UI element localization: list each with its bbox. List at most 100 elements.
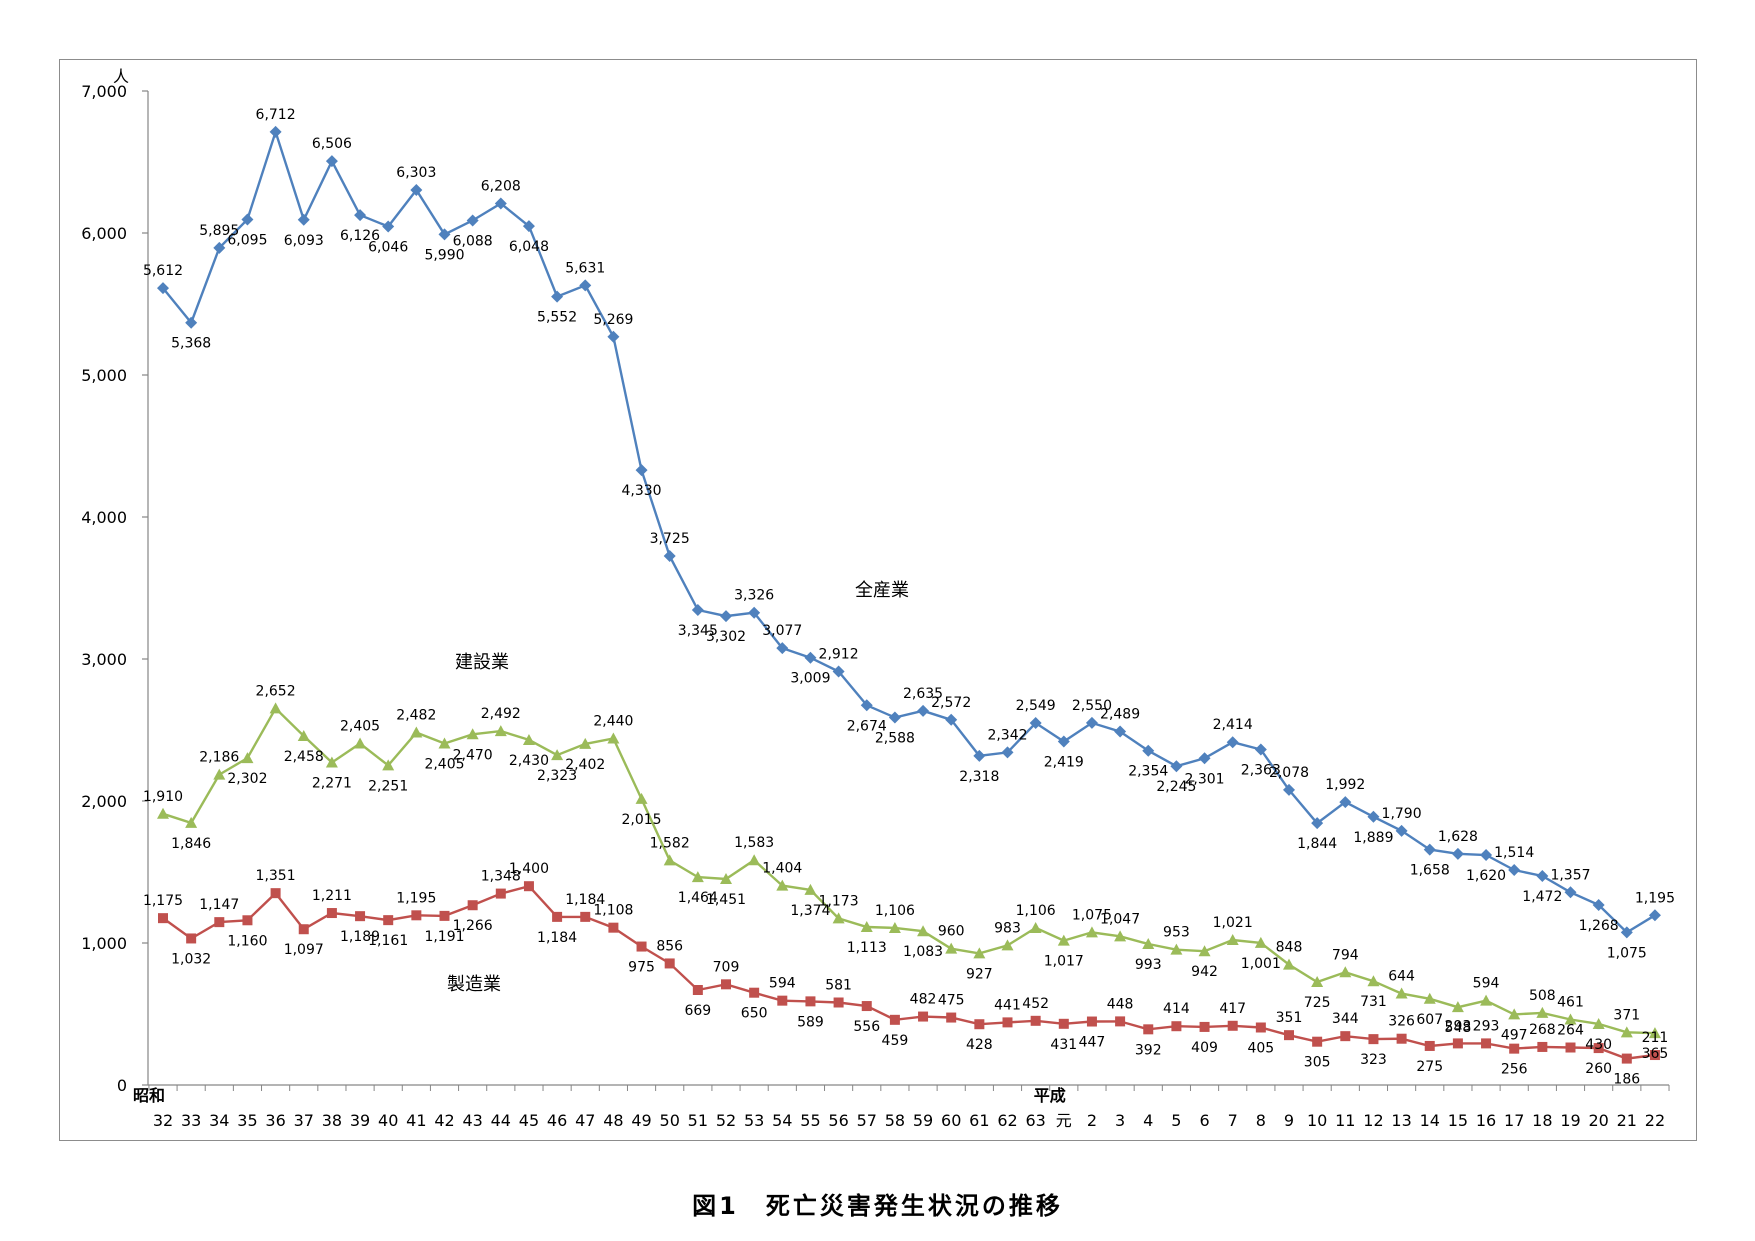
data-point bbox=[832, 912, 845, 924]
y-tick-label: 1,000 bbox=[81, 934, 127, 953]
data-label: 856 bbox=[656, 938, 683, 954]
data-label: 1,992 bbox=[1325, 777, 1365, 793]
x-tick-label: 40 bbox=[378, 1111, 398, 1130]
data-label: 607 bbox=[1416, 1012, 1443, 1028]
x-tick-label: 3 bbox=[1115, 1111, 1125, 1130]
data-label: 1,514 bbox=[1494, 845, 1534, 861]
data-label: 2,674 bbox=[847, 718, 887, 734]
data-point bbox=[692, 985, 703, 996]
data-point bbox=[607, 732, 620, 744]
data-label: 409 bbox=[1191, 1040, 1218, 1056]
data-label: 2,302 bbox=[227, 771, 267, 787]
data-label: 441 bbox=[994, 997, 1021, 1013]
data-label: 1,400 bbox=[509, 861, 549, 877]
x-tick-label: 59 bbox=[913, 1111, 933, 1130]
data-point bbox=[1311, 817, 1324, 830]
data-point bbox=[495, 888, 506, 899]
y-tick-label: 7,000 bbox=[81, 82, 127, 101]
y-tick-label: 6,000 bbox=[81, 224, 127, 243]
data-point bbox=[270, 888, 281, 899]
data-label: 260 bbox=[1585, 1061, 1612, 1077]
data-label: 6,712 bbox=[256, 107, 296, 123]
data-label: 2,550 bbox=[1072, 698, 1112, 714]
x-tick-label: 48 bbox=[603, 1111, 623, 1130]
data-point bbox=[523, 881, 534, 892]
data-label: 448 bbox=[1107, 996, 1134, 1012]
data-label: 2,572 bbox=[931, 695, 971, 711]
x-tick-label: 5 bbox=[1171, 1111, 1181, 1130]
data-point bbox=[382, 220, 395, 233]
data-point bbox=[1198, 752, 1211, 765]
data-point bbox=[608, 922, 619, 933]
data-label: 1,658 bbox=[1410, 863, 1450, 879]
x-tick-label: 43 bbox=[462, 1111, 482, 1130]
data-point bbox=[1423, 843, 1436, 856]
data-point bbox=[691, 604, 704, 617]
data-label: 6,208 bbox=[481, 178, 521, 194]
data-point bbox=[1480, 848, 1493, 861]
data-label: 848 bbox=[1276, 940, 1303, 956]
y-tick-label: 3,000 bbox=[81, 650, 127, 669]
data-label: 6,126 bbox=[340, 228, 380, 244]
data-point bbox=[326, 908, 337, 919]
data-label: 405 bbox=[1247, 1040, 1274, 1056]
data-point bbox=[918, 1011, 929, 1022]
data-label: 1,268 bbox=[1579, 918, 1619, 934]
data-point bbox=[1648, 909, 1661, 922]
data-point bbox=[1085, 716, 1098, 729]
data-label: 1,147 bbox=[199, 897, 239, 913]
era-label: 平成 bbox=[1034, 1086, 1066, 1105]
data-label: 264 bbox=[1557, 1023, 1584, 1039]
data-label: 1,083 bbox=[903, 944, 943, 960]
data-label: 594 bbox=[769, 976, 796, 992]
data-label: 2,402 bbox=[565, 757, 605, 773]
data-label: 2,363 bbox=[1241, 762, 1281, 778]
data-point bbox=[1396, 1033, 1407, 1044]
data-point bbox=[1311, 976, 1324, 988]
data-label: 725 bbox=[1304, 995, 1331, 1011]
data-point bbox=[1339, 796, 1352, 809]
data-label: 3,326 bbox=[734, 588, 774, 604]
data-point bbox=[580, 911, 591, 922]
data-point bbox=[1509, 1043, 1520, 1054]
data-point bbox=[1620, 926, 1633, 939]
data-point bbox=[214, 917, 225, 928]
data-label: 1,113 bbox=[847, 940, 887, 956]
x-tick-label: 7 bbox=[1228, 1111, 1238, 1130]
data-label: 5,612 bbox=[143, 263, 183, 279]
data-point bbox=[720, 872, 732, 884]
data-point bbox=[1649, 1050, 1660, 1061]
data-label: 1,108 bbox=[593, 903, 633, 919]
data-label: 1,191 bbox=[424, 929, 464, 945]
y-axis-unit: 人 bbox=[113, 67, 129, 86]
data-point bbox=[974, 1019, 985, 1030]
data-point bbox=[438, 737, 451, 749]
data-point bbox=[354, 737, 367, 749]
x-tick-label: 32 bbox=[153, 1111, 173, 1130]
data-point bbox=[1058, 1018, 1069, 1029]
data-label: 1,357 bbox=[1550, 867, 1590, 883]
data-label: 709 bbox=[713, 959, 740, 975]
data-label: 293 bbox=[1473, 1018, 1500, 1034]
data-point bbox=[1648, 1027, 1661, 1039]
data-point bbox=[1057, 934, 1070, 946]
data-label: 6,046 bbox=[368, 239, 408, 255]
data-point bbox=[1367, 975, 1380, 987]
data-label: 1,106 bbox=[1016, 903, 1056, 919]
y-tick-label: 4,000 bbox=[81, 508, 127, 527]
data-label: 482 bbox=[910, 992, 937, 1008]
data-label: 6,088 bbox=[453, 234, 493, 250]
data-label: 594 bbox=[1473, 976, 1500, 992]
series-line bbox=[162, 127, 1656, 934]
data-label: 1,583 bbox=[734, 835, 774, 851]
x-tick-label: 12 bbox=[1363, 1111, 1383, 1130]
data-point bbox=[691, 871, 704, 883]
data-point bbox=[888, 921, 901, 933]
data-label: 1,160 bbox=[227, 933, 267, 949]
data-label: 2,458 bbox=[284, 749, 324, 765]
data-label: 211 bbox=[1642, 1030, 1669, 1046]
data-point bbox=[494, 197, 507, 210]
data-label: 2,342 bbox=[987, 727, 1027, 743]
x-tick-label: 18 bbox=[1532, 1111, 1552, 1130]
